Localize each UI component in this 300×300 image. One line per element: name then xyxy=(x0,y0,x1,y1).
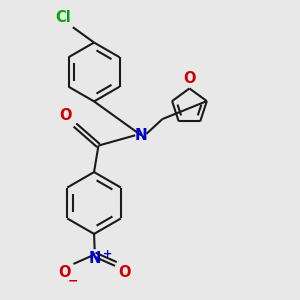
Text: −: − xyxy=(67,274,78,287)
Text: +: + xyxy=(103,249,112,259)
Text: O: O xyxy=(183,70,196,86)
Text: Cl: Cl xyxy=(56,10,71,25)
Text: O: O xyxy=(58,266,71,280)
Text: N: N xyxy=(88,251,101,266)
Text: O: O xyxy=(118,266,131,280)
Text: N: N xyxy=(135,128,148,143)
Text: O: O xyxy=(59,109,71,124)
